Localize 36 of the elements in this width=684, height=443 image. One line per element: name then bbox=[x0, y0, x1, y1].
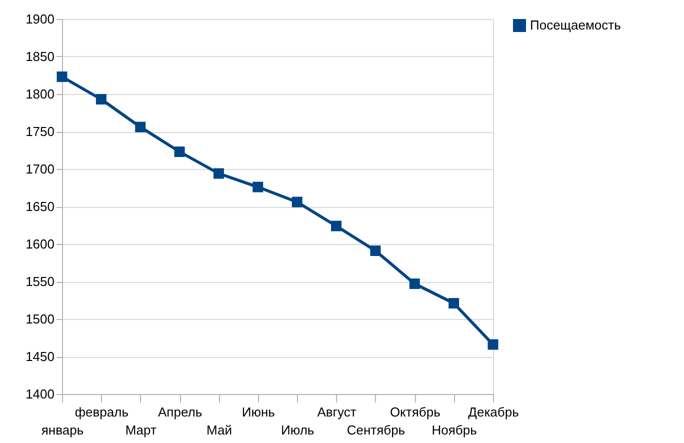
point bbox=[252, 182, 264, 192]
y-tick-label: 1700 bbox=[26, 162, 54, 176]
x-tick-label: Апрель bbox=[158, 404, 202, 420]
point bbox=[96, 94, 106, 104]
y-tick-label: 1850 bbox=[26, 49, 54, 64]
point bbox=[174, 146, 185, 157]
y-tick-label: 1650 bbox=[26, 199, 54, 214]
legend-label: Посещаемость bbox=[530, 18, 622, 32]
point bbox=[448, 298, 460, 308]
point bbox=[135, 122, 146, 132]
point bbox=[409, 278, 420, 289]
x-tick-label: январь bbox=[41, 422, 84, 438]
x-tick-label: Май bbox=[206, 422, 232, 438]
y-tick-label: 1900 bbox=[26, 12, 54, 26]
x-tick-label: Март bbox=[125, 422, 156, 438]
y-tick-label: 1450 bbox=[26, 349, 54, 364]
x-tick-label: февраль bbox=[74, 404, 129, 420]
y-tick-label: 1600 bbox=[26, 236, 54, 252]
x-tick-label: Август bbox=[317, 404, 356, 420]
point bbox=[213, 168, 224, 179]
point bbox=[331, 220, 342, 232]
x-tick-label: Июль bbox=[281, 422, 314, 438]
point bbox=[56, 72, 68, 82]
x-tick-label: Ноябрь bbox=[432, 422, 478, 438]
x-tick-label: Декабрь bbox=[468, 404, 520, 420]
y-tick-label: 1500 bbox=[26, 312, 54, 326]
x-tick-label: Октябрь bbox=[390, 404, 441, 420]
point bbox=[370, 246, 381, 256]
x-tick-label: Июнь bbox=[242, 404, 276, 420]
y-tick-label: 1800 bbox=[26, 86, 54, 102]
point bbox=[292, 196, 302, 208]
point bbox=[488, 339, 498, 350]
y-tick-label: 1750 bbox=[26, 124, 54, 139]
x-tick-label: Сентябрь bbox=[346, 422, 406, 438]
y-tick-label: 1550 bbox=[26, 274, 54, 289]
y-tick-label: 1400 bbox=[26, 386, 54, 402]
